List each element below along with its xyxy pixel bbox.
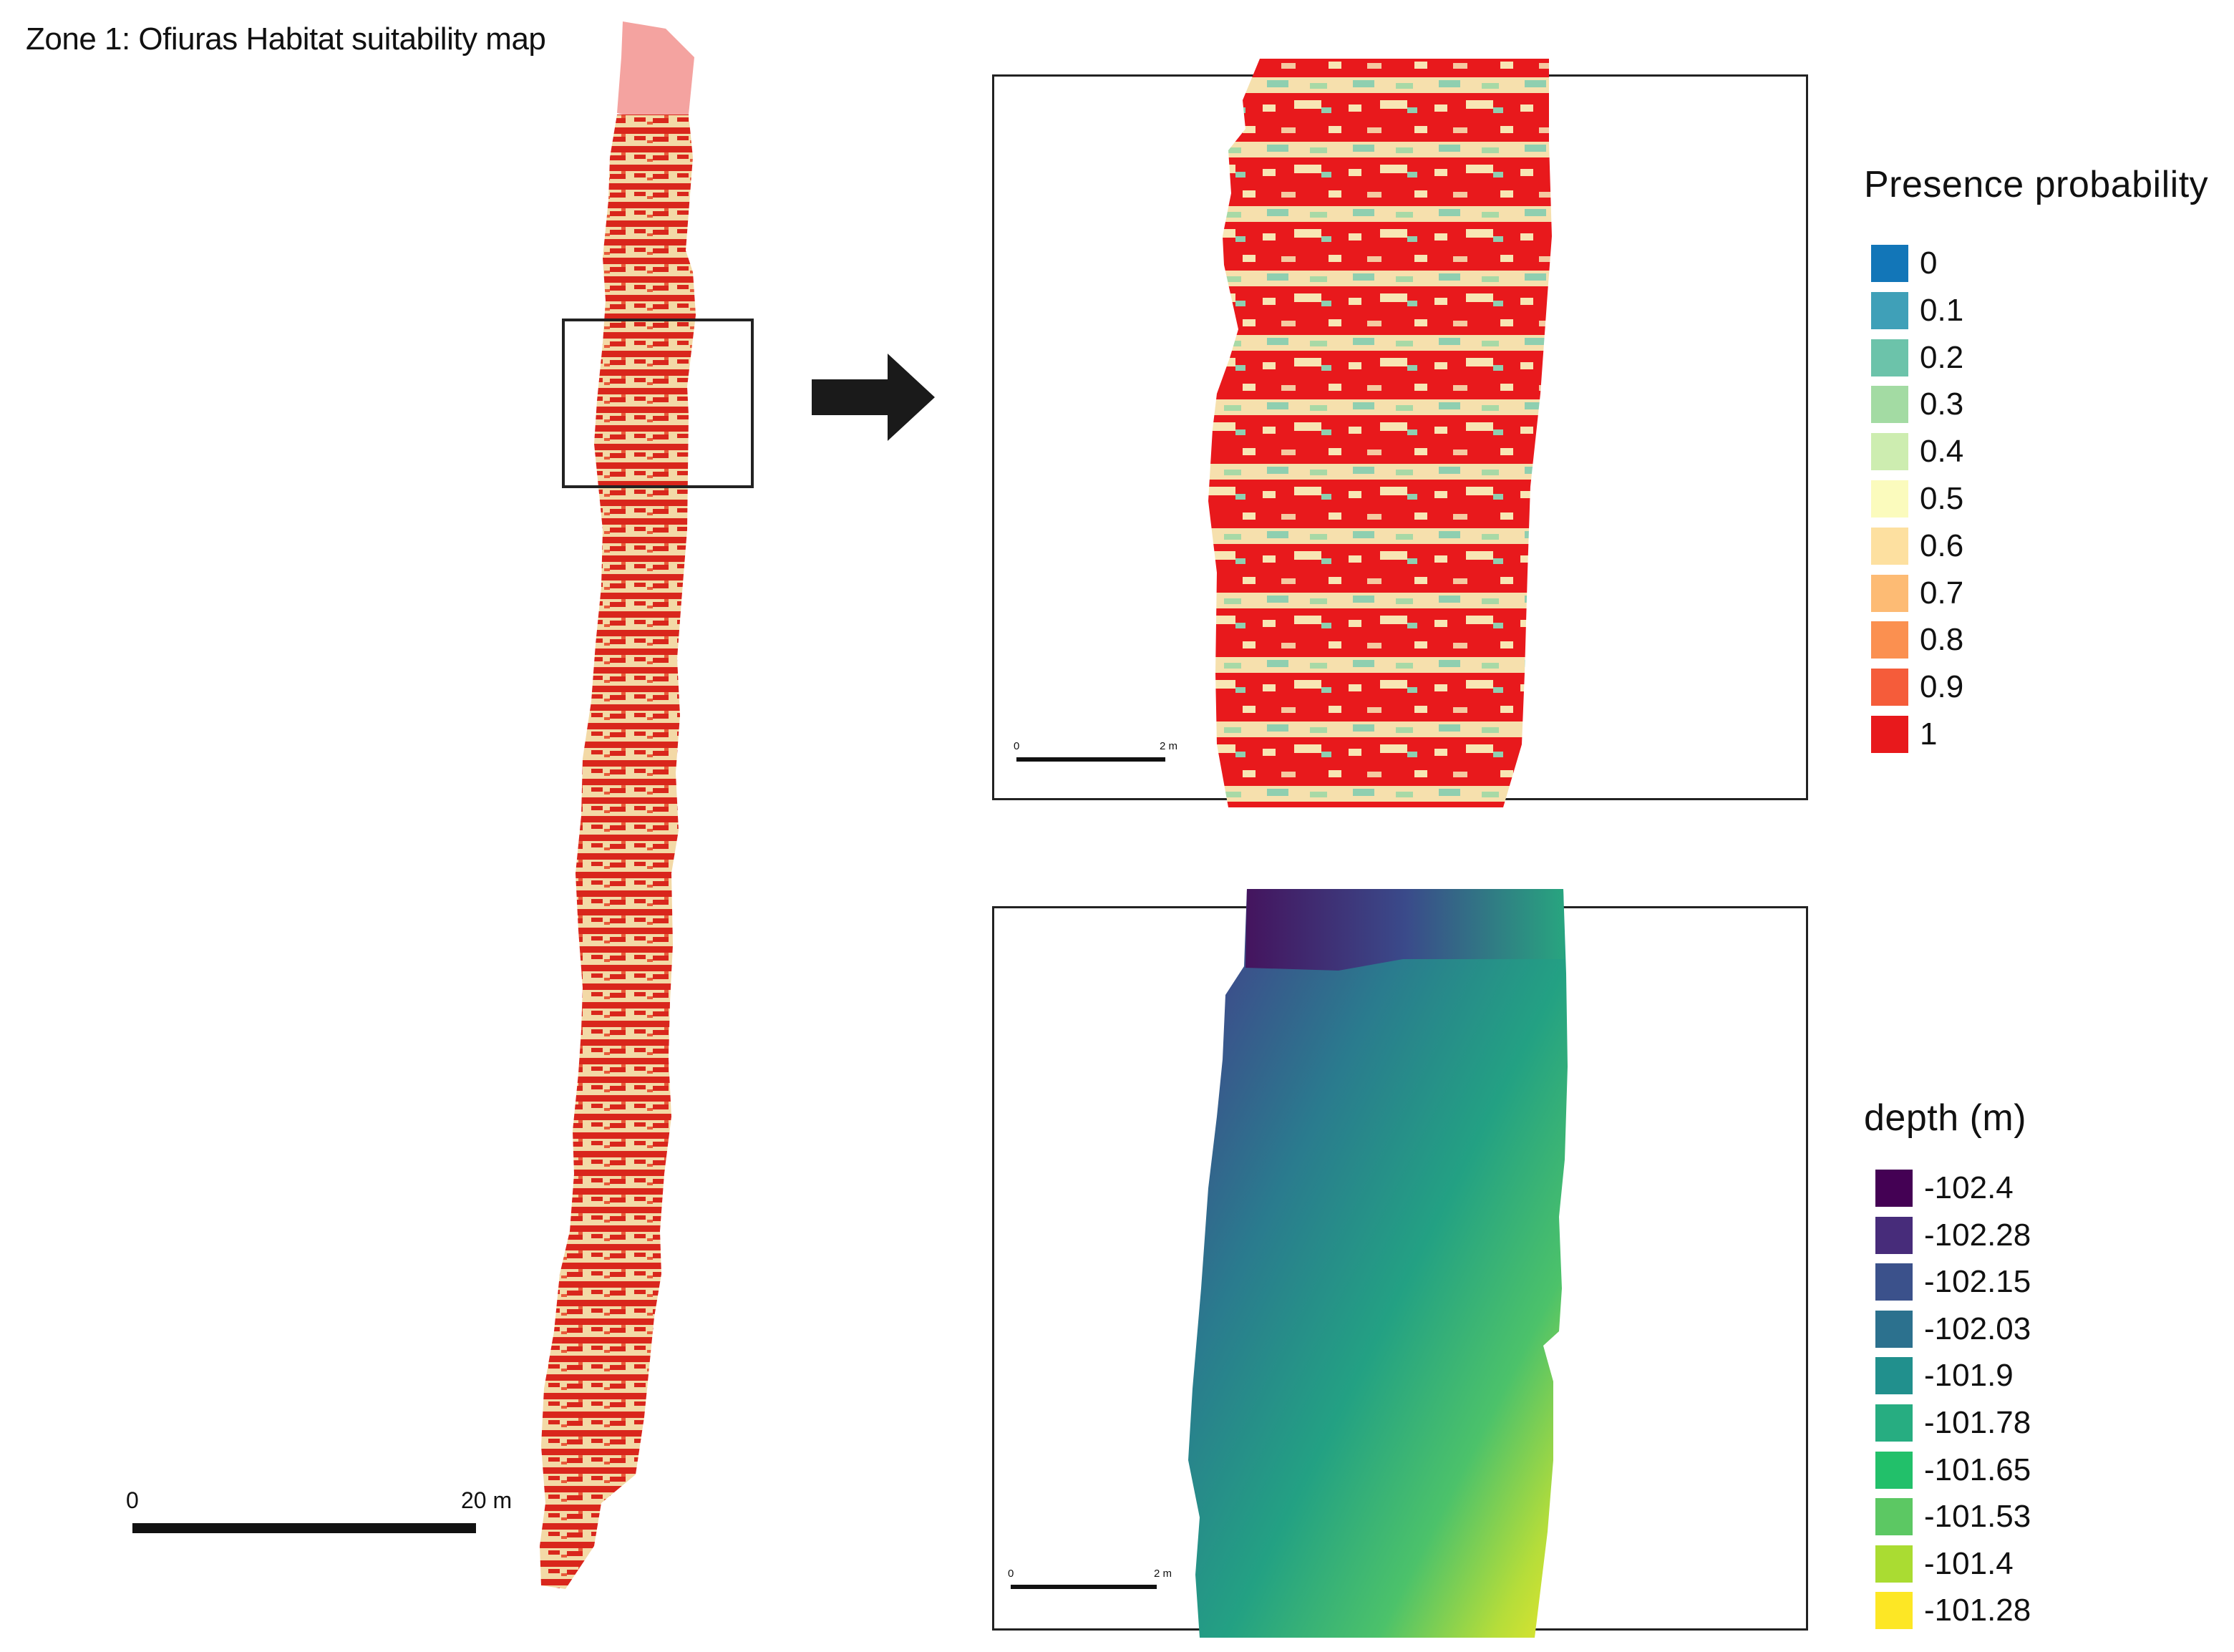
main-scalebar-end-label: 20 m bbox=[461, 1487, 513, 1513]
presence-scalebar bbox=[1016, 757, 1165, 762]
presence-legend-label: 0 bbox=[1920, 246, 1938, 281]
depth-raster bbox=[1188, 889, 1568, 1638]
presence-legend-item: 0.5 bbox=[1871, 480, 1963, 518]
depth-legend-label: -101.53 bbox=[1924, 1499, 2031, 1535]
depth-legend-item: -101.65 bbox=[1875, 1451, 2031, 1489]
presence-legend-item: 0.6 bbox=[1871, 527, 1964, 565]
presence-legend-swatch bbox=[1871, 433, 1908, 471]
depth-legend-item: -102.15 bbox=[1875, 1263, 2031, 1301]
presence-legend-swatch bbox=[1871, 716, 1908, 753]
depth-legend-item: -102.28 bbox=[1875, 1216, 2031, 1254]
presence-legend-label: 0.2 bbox=[1920, 339, 1964, 375]
presence-legend-label: 0.6 bbox=[1920, 528, 1964, 563]
presence-legend-item: 0 bbox=[1871, 245, 1937, 282]
depth-legend-item: -101.53 bbox=[1875, 1498, 2031, 1536]
presence-legend-label: 0.9 bbox=[1920, 669, 1964, 705]
presence-legend-label: 0.7 bbox=[1920, 575, 1964, 611]
depth-legend-label: -101.4 bbox=[1924, 1545, 2014, 1581]
depth-legend-label: -101.78 bbox=[1924, 1405, 2031, 1440]
depth-legend-item: -101.78 bbox=[1875, 1404, 2031, 1442]
presence-legend-item: 0.1 bbox=[1871, 291, 1964, 329]
depth-legend-swatch bbox=[1875, 1310, 1913, 1348]
depth-scalebar-end-label: 2 m bbox=[1154, 1568, 1172, 1580]
presence-legend-swatch bbox=[1871, 527, 1908, 565]
presence-scalebar-end-label: 2 m bbox=[1160, 740, 1178, 752]
depth-legend-item: -102.03 bbox=[1875, 1310, 2031, 1348]
depth-legend-swatch bbox=[1875, 1545, 1913, 1583]
presence-legend-swatch bbox=[1871, 291, 1908, 329]
presence-raster bbox=[1208, 59, 1552, 807]
presence-legend-label: 0.1 bbox=[1920, 292, 1964, 328]
presence-legend-item: 0.2 bbox=[1871, 339, 1963, 376]
depth-legend-label: -102.15 bbox=[1924, 1264, 2031, 1300]
presence-legend-item: 0.4 bbox=[1871, 433, 1964, 471]
presence-legend-label: 0.3 bbox=[1920, 387, 1964, 422]
presence-legend-item: 0.8 bbox=[1871, 621, 1963, 659]
depth-legend-label: -101.28 bbox=[1924, 1593, 2031, 1628]
presence-legend-swatch bbox=[1871, 386, 1908, 424]
presence-legend-swatch bbox=[1871, 480, 1908, 518]
presence-scalebar-start-label: 0 bbox=[1014, 740, 1020, 752]
depth-legend-label: -102.28 bbox=[1924, 1217, 2031, 1253]
depth-legend-item: -101.9 bbox=[1875, 1357, 2014, 1395]
map-title: Zone 1: Ofiuras Habitat suitability map bbox=[26, 21, 546, 57]
presence-legend-item: 0.9 bbox=[1871, 669, 1963, 706]
transect-strip-map bbox=[540, 21, 696, 1589]
depth-scalebar bbox=[1011, 1585, 1157, 1589]
presence-legend-title: Presence probability bbox=[1864, 164, 2209, 205]
depth-legend-item: -102.4 bbox=[1875, 1170, 2014, 1207]
depth-scalebar-start-label: 0 bbox=[1008, 1568, 1014, 1580]
depth-legend-label: -101.9 bbox=[1924, 1358, 2014, 1394]
depth-legend-swatch bbox=[1875, 1357, 1913, 1395]
depth-legend-item: -101.28 bbox=[1875, 1592, 2031, 1630]
presence-legend-swatch bbox=[1871, 339, 1908, 376]
depth-legend-swatch bbox=[1875, 1216, 1913, 1254]
main-scalebar-start-label: 0 bbox=[126, 1487, 139, 1513]
depth-inset-map bbox=[1188, 889, 1568, 1638]
presence-legend-item: 0.7 bbox=[1871, 574, 1964, 612]
depth-legend-swatch bbox=[1875, 1451, 1913, 1489]
depth-legend-label: -101.65 bbox=[1924, 1452, 2031, 1487]
depth-legend-label: -102.4 bbox=[1924, 1170, 2014, 1205]
depth-legend-item: -101.4 bbox=[1875, 1545, 2014, 1583]
presence-legend-item: 0.3 bbox=[1871, 386, 1964, 424]
depth-legend-swatch bbox=[1875, 1404, 1913, 1442]
presence-legend-swatch bbox=[1871, 245, 1908, 282]
depth-legend-swatch bbox=[1875, 1170, 1913, 1207]
zoom-extent-box bbox=[562, 319, 754, 488]
presence-legend-label: 0.8 bbox=[1920, 622, 1964, 658]
depth-legend-label: -102.03 bbox=[1924, 1311, 2031, 1346]
transect-body bbox=[540, 115, 696, 1589]
right-arrow-icon bbox=[812, 354, 935, 441]
presence-legend-swatch bbox=[1871, 621, 1908, 659]
presence-legend-label: 0.5 bbox=[1920, 481, 1964, 516]
presence-legend-item: 1 bbox=[1871, 716, 1937, 753]
presence-legend-swatch bbox=[1871, 669, 1908, 706]
depth-legend-swatch bbox=[1875, 1592, 1913, 1630]
presence-legend-swatch bbox=[1871, 574, 1908, 612]
depth-top-block bbox=[1245, 889, 1565, 971]
presence-inset-map bbox=[1208, 59, 1552, 807]
presence-legend-label: 1 bbox=[1920, 716, 1938, 752]
transect-top-faded bbox=[617, 21, 694, 122]
presence-legend-label: 0.4 bbox=[1920, 434, 1964, 470]
depth-legend-title: depth (m) bbox=[1864, 1097, 2027, 1139]
main-scalebar bbox=[132, 1523, 476, 1533]
depth-legend-swatch bbox=[1875, 1263, 1913, 1301]
depth-legend-swatch bbox=[1875, 1498, 1913, 1536]
